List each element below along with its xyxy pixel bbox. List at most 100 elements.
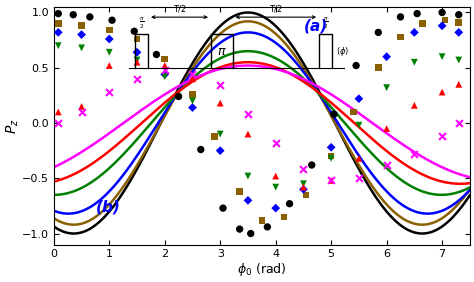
Text: (b): (b) — [95, 199, 120, 214]
Point — [189, 76, 196, 81]
Point — [328, 178, 335, 183]
Point — [244, 132, 252, 136]
Point — [455, 121, 463, 125]
Point — [55, 121, 62, 125]
Point — [455, 12, 463, 17]
Point — [130, 29, 138, 34]
Point — [308, 163, 316, 167]
Point — [69, 12, 77, 17]
Point — [189, 99, 196, 103]
Point — [355, 96, 363, 101]
Point — [133, 37, 141, 41]
Point — [419, 21, 427, 26]
Point — [302, 193, 310, 197]
Point — [108, 18, 116, 23]
Point — [78, 32, 85, 37]
Point — [410, 30, 418, 35]
Point — [78, 110, 85, 114]
Point — [383, 54, 391, 59]
Point — [355, 156, 363, 161]
Point — [161, 68, 169, 72]
Point — [355, 123, 363, 127]
Point — [244, 174, 252, 178]
Point — [455, 30, 463, 35]
Point — [189, 105, 196, 110]
Point — [438, 10, 446, 15]
Point — [106, 90, 113, 94]
Point — [106, 37, 113, 41]
Point — [300, 185, 307, 190]
Point — [328, 145, 335, 149]
Point — [272, 185, 280, 190]
Point — [272, 141, 280, 145]
Point — [55, 43, 62, 48]
Point — [410, 152, 418, 156]
Point — [397, 35, 404, 39]
Point — [161, 57, 169, 61]
Point — [374, 65, 382, 70]
Point — [189, 72, 196, 77]
Point — [244, 112, 252, 116]
Point — [300, 187, 307, 191]
Point — [413, 11, 421, 16]
Point — [106, 28, 113, 32]
Point — [78, 23, 85, 28]
Point — [211, 134, 219, 138]
Point — [397, 15, 404, 19]
Point — [441, 18, 449, 23]
Point — [189, 92, 196, 96]
Point — [55, 21, 62, 26]
Point — [455, 58, 463, 62]
Point — [410, 103, 418, 107]
Point — [175, 94, 182, 99]
Point — [264, 225, 271, 229]
Point — [161, 72, 169, 77]
Point — [349, 110, 357, 114]
Point — [383, 163, 391, 167]
Point — [383, 126, 391, 131]
Point — [217, 83, 224, 88]
Point — [438, 23, 446, 28]
Point — [78, 104, 85, 109]
Point — [328, 178, 335, 183]
Point — [330, 112, 338, 116]
Point — [153, 52, 160, 57]
Point — [383, 85, 391, 90]
Y-axis label: $P_z$: $P_z$ — [4, 118, 20, 134]
Point — [217, 132, 224, 136]
Text: (a): (a) — [303, 19, 328, 34]
Point — [374, 30, 382, 35]
Point — [133, 60, 141, 65]
Point — [55, 110, 62, 114]
Point — [300, 167, 307, 172]
Point — [328, 156, 335, 161]
Point — [133, 76, 141, 81]
Point — [455, 20, 463, 25]
Point — [78, 46, 85, 50]
Point — [247, 231, 255, 236]
Point — [410, 60, 418, 65]
Point — [106, 63, 113, 68]
Point — [272, 174, 280, 178]
Point — [300, 182, 307, 186]
Point — [55, 11, 62, 16]
Point — [438, 54, 446, 59]
Point — [355, 176, 363, 180]
Point — [455, 82, 463, 87]
Point — [352, 63, 360, 68]
Point — [217, 148, 224, 153]
Point — [133, 50, 141, 54]
Point — [161, 63, 169, 68]
Point — [219, 206, 227, 210]
Point — [258, 218, 265, 222]
Point — [438, 90, 446, 94]
Point — [244, 198, 252, 203]
Point — [236, 189, 244, 194]
X-axis label: $\phi_0$ (rad): $\phi_0$ (rad) — [237, 261, 287, 278]
Point — [86, 15, 94, 19]
Point — [217, 101, 224, 105]
Point — [328, 154, 335, 158]
Point — [280, 215, 288, 219]
Point — [106, 50, 113, 54]
Point — [286, 201, 293, 206]
